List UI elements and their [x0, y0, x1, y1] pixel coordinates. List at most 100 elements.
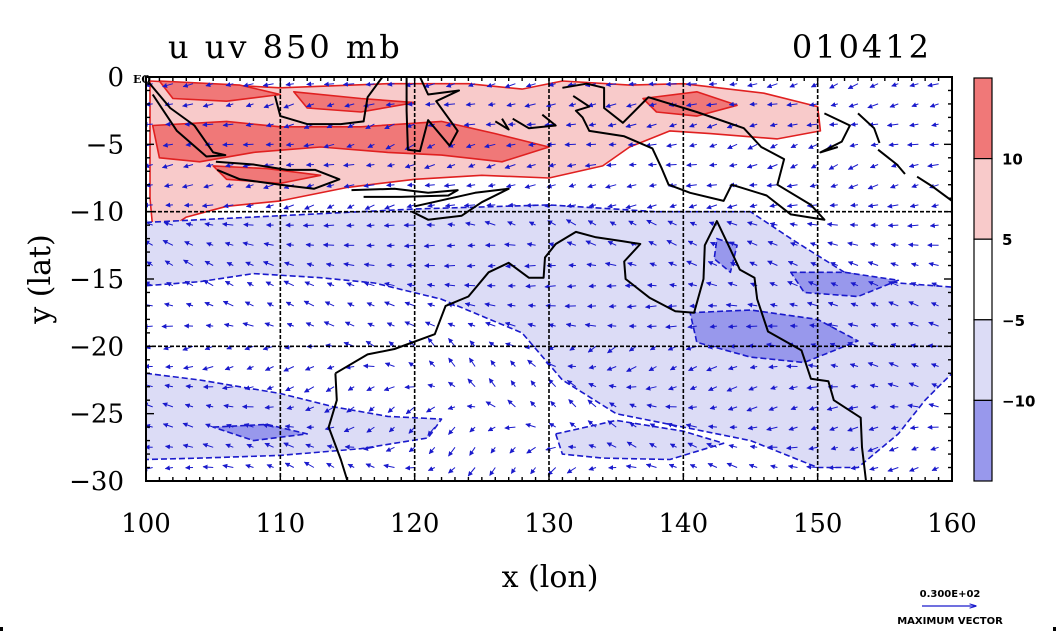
wind-vector-267	[688, 203, 697, 209]
corner-mark-right	[1053, 627, 1056, 631]
wind-vector-591	[768, 364, 778, 370]
wind-vector-265	[646, 204, 657, 209]
wind-vector-252	[384, 204, 395, 210]
wind-vector-63	[605, 103, 617, 109]
wind-vector-50	[344, 102, 355, 108]
wind-vector-56	[465, 101, 476, 107]
wind-vector-479	[930, 302, 939, 307]
wind-vector-473	[806, 301, 818, 307]
wind-vector-289	[323, 223, 335, 228]
wind-vector-4	[225, 82, 234, 87]
wind-vector-744	[626, 441, 637, 448]
wind-vector-77	[889, 103, 899, 108]
wind-vector-585	[648, 366, 657, 372]
wind-vector-724	[225, 443, 234, 449]
y-tick-label-15s: −15	[69, 265, 124, 295]
wind-vector-231	[766, 182, 778, 188]
wind-vector-422	[588, 283, 597, 289]
colorbar-band-2	[973, 238, 993, 321]
wind-vector-683	[205, 423, 214, 429]
wind-vector-309	[726, 220, 738, 226]
contour-region-neg10-9	[689, 309, 859, 364]
wind-vector-157	[888, 142, 899, 148]
wind-vector-90	[347, 123, 355, 129]
wind-vector-629	[726, 386, 738, 392]
wind-vector-30	[747, 82, 758, 88]
wind-vector-661	[568, 399, 577, 408]
wind-vector-127	[285, 142, 294, 148]
wind-vector-251	[364, 204, 375, 210]
wind-vector-360	[146, 261, 153, 267]
wind-vector-700	[548, 422, 556, 428]
wind-vector-303	[609, 221, 617, 227]
wind-vector-718	[909, 425, 919, 431]
wind-vector-472	[789, 302, 798, 308]
wind-vector-656	[466, 404, 476, 409]
y-tick-label-25s: −25	[69, 400, 124, 430]
wind-vector-474	[827, 301, 838, 307]
wind-vector-194	[828, 164, 839, 170]
wind-vector-321	[162, 239, 174, 246]
wind-vector-788	[707, 463, 718, 468]
vector-legend-caption: MAXIMUM VECTOR	[897, 616, 1003, 627]
wind-vector-111	[769, 122, 778, 128]
wind-vector-2	[182, 82, 194, 88]
wind-vector-233	[809, 183, 818, 188]
wind-vector-283	[204, 221, 214, 227]
wind-vector-777	[489, 467, 496, 476]
wind-vector-249	[326, 204, 335, 209]
wind-vector-571	[363, 363, 375, 369]
wind-vector-608	[303, 386, 315, 393]
wind-vector-208	[306, 183, 315, 188]
wind-vector-391	[767, 260, 778, 266]
wind-vector-429	[727, 281, 738, 287]
wind-vector-335	[446, 243, 456, 249]
wind-vector-404	[224, 280, 234, 287]
wind-vector-684	[226, 423, 234, 429]
wind-vector-663	[609, 402, 617, 408]
wind-vector-415	[444, 282, 456, 288]
wind-vector-711	[766, 426, 778, 432]
wind-vector-190	[746, 163, 758, 169]
wind-vector-305	[646, 219, 657, 226]
wind-vector-112	[787, 122, 798, 128]
wind-vector-386	[668, 261, 677, 267]
wind-vector-681	[162, 422, 174, 428]
wind-vector-644	[223, 403, 234, 409]
wind-vector-228	[706, 182, 717, 188]
wind-vector-141	[564, 142, 576, 148]
wind-vector-282	[185, 222, 194, 228]
wind-vector-136	[465, 143, 476, 149]
wind-vector-314	[826, 222, 838, 228]
wind-vector-756	[867, 446, 879, 452]
coastline-4	[351, 187, 459, 198]
wind-vector-164	[225, 162, 234, 168]
wind-vector-222	[587, 183, 597, 189]
wind-vector-598	[911, 363, 919, 368]
wind-vector-230	[749, 182, 758, 188]
wind-vector-196	[869, 163, 879, 169]
wind-vector-126	[265, 142, 274, 147]
wind-vector-174	[424, 164, 435, 170]
wind-vector-759	[930, 446, 939, 451]
wind-vector-353	[809, 241, 818, 247]
wind-vector-502	[584, 322, 597, 328]
wind-vector-84	[222, 122, 234, 128]
wind-vector-595	[849, 363, 859, 368]
wind-vector-614	[427, 383, 435, 389]
wind-vector-526	[262, 345, 274, 351]
wind-vector-725	[246, 443, 254, 449]
wind-vector-253	[406, 203, 415, 209]
wind-vector-152	[790, 143, 798, 149]
wind-vector-186	[665, 162, 677, 168]
wind-vector-187	[686, 162, 697, 168]
wind-vector-299	[528, 221, 536, 227]
wind-vector-227	[685, 183, 697, 188]
wind-vector-310	[747, 221, 758, 226]
wind-vector-733	[408, 446, 416, 453]
wind-vector-271	[769, 203, 778, 208]
wind-vector-110	[749, 122, 758, 128]
wind-vector-508	[709, 323, 717, 329]
wind-vector-676	[870, 404, 879, 410]
wind-vector-641	[162, 402, 174, 408]
